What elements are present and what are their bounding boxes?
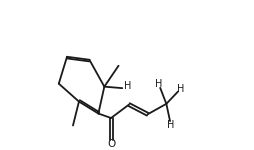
Text: H: H (166, 120, 174, 130)
Text: O: O (106, 139, 115, 149)
Text: H: H (176, 84, 183, 94)
Text: H: H (155, 79, 162, 89)
Text: H: H (123, 81, 131, 91)
